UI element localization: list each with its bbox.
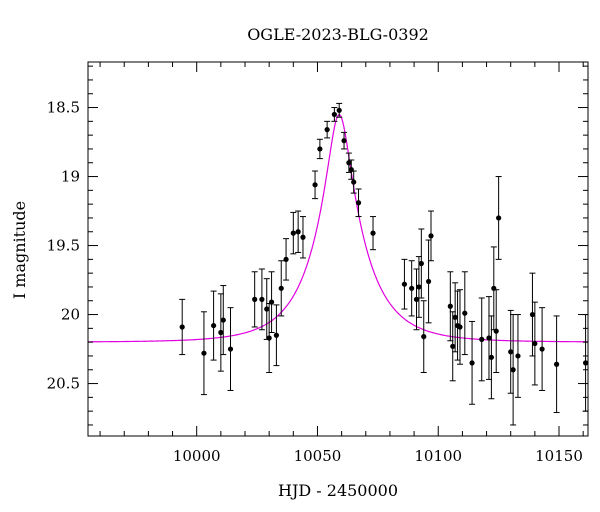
plot-area: 10000 10050 10100 10150 18.5 19 19.5 20 20.5 xyxy=(47,61,589,465)
data-point xyxy=(346,160,352,166)
data-point xyxy=(479,336,485,342)
x-tick-label: 10150 xyxy=(535,447,583,465)
data-point xyxy=(227,346,234,352)
data-point xyxy=(283,256,289,262)
data-point xyxy=(341,138,347,144)
data-point xyxy=(450,343,456,349)
data-point xyxy=(515,353,521,359)
data-point xyxy=(409,285,415,291)
data-point xyxy=(428,233,434,239)
data-point xyxy=(486,335,492,341)
y-tick-label: 20.5 xyxy=(47,375,80,393)
data-point xyxy=(295,229,301,235)
data-point xyxy=(462,310,468,316)
data-point xyxy=(252,296,258,302)
data-point xyxy=(413,296,420,302)
plot-frame xyxy=(87,61,589,437)
data-point xyxy=(317,146,323,152)
data-point xyxy=(496,215,502,221)
data-point xyxy=(312,182,318,188)
data-point xyxy=(268,299,275,305)
y-axis-title: I magnitude xyxy=(10,201,29,299)
data-point xyxy=(300,234,306,240)
data-point xyxy=(351,179,357,185)
data-point xyxy=(493,328,499,334)
data-point xyxy=(416,284,422,290)
data-point xyxy=(331,111,337,118)
data-point xyxy=(510,367,516,373)
x-tick-label: 10000 xyxy=(173,447,221,465)
x-tick-label: 10050 xyxy=(294,447,342,465)
y-tick-label: 20 xyxy=(61,306,80,324)
data-point xyxy=(539,346,545,352)
data-point xyxy=(211,322,217,329)
y-tick-label: 19.5 xyxy=(47,237,80,255)
data-point xyxy=(355,200,362,206)
data-point xyxy=(324,127,330,133)
y-tick-label: 18.5 xyxy=(47,99,80,117)
chart-title: OGLE-2023-BLG-0392 xyxy=(247,25,429,44)
data-point xyxy=(401,281,408,287)
data-point xyxy=(469,360,475,366)
data-point xyxy=(278,285,284,291)
data-point xyxy=(370,230,376,236)
data-point xyxy=(452,314,458,320)
data-point xyxy=(425,278,432,285)
model-curve xyxy=(87,113,589,343)
y-tick-label: 19 xyxy=(61,168,80,186)
data-point xyxy=(218,329,224,336)
data-point xyxy=(220,317,226,323)
data-point xyxy=(273,332,280,338)
data-point xyxy=(259,296,265,302)
data-point xyxy=(447,303,453,309)
data-point xyxy=(290,230,296,236)
data-point xyxy=(418,260,424,267)
data-point xyxy=(529,311,536,318)
data-point xyxy=(266,335,272,341)
x-axis-title: HJD - 2450000 xyxy=(278,481,398,500)
data-point xyxy=(532,340,538,347)
data-point xyxy=(488,354,494,360)
data-point xyxy=(457,324,463,330)
data-point xyxy=(553,361,560,367)
data-point xyxy=(264,306,270,312)
data-point xyxy=(421,334,427,340)
x-tick-label: 10100 xyxy=(414,447,462,465)
data-point xyxy=(582,360,589,366)
data-point xyxy=(508,349,514,355)
data-point xyxy=(201,350,207,356)
data-point xyxy=(179,324,185,330)
data-point xyxy=(336,107,342,113)
